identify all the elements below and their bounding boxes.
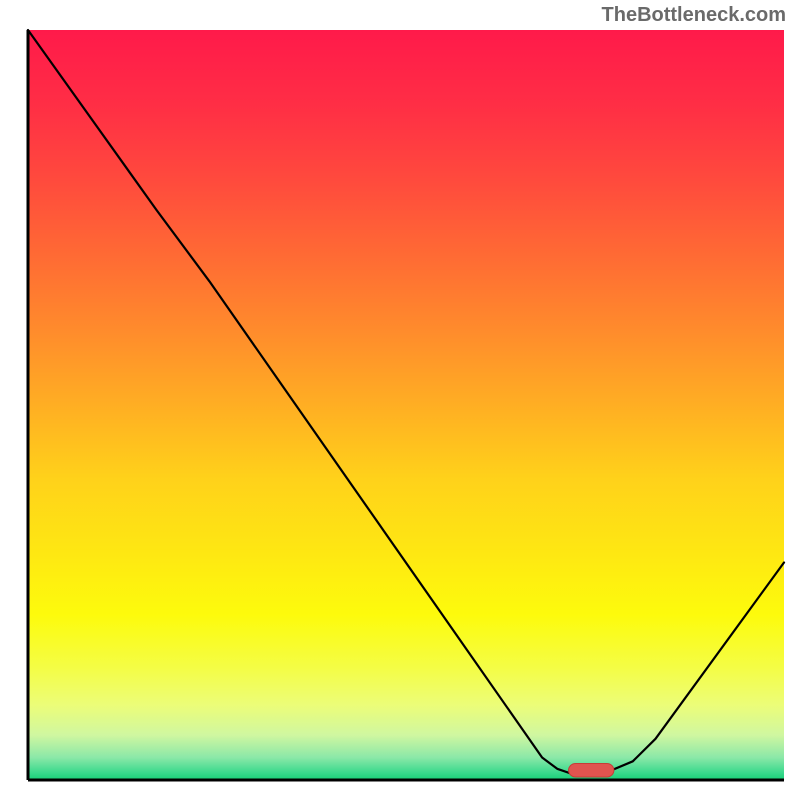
watermark-text: TheBottleneck.com bbox=[602, 4, 786, 27]
bottleneck-plot bbox=[0, 0, 800, 800]
gradient-background bbox=[28, 30, 784, 780]
optimal-marker bbox=[569, 764, 614, 778]
chart-container: TheBottleneck.com bbox=[0, 0, 800, 800]
